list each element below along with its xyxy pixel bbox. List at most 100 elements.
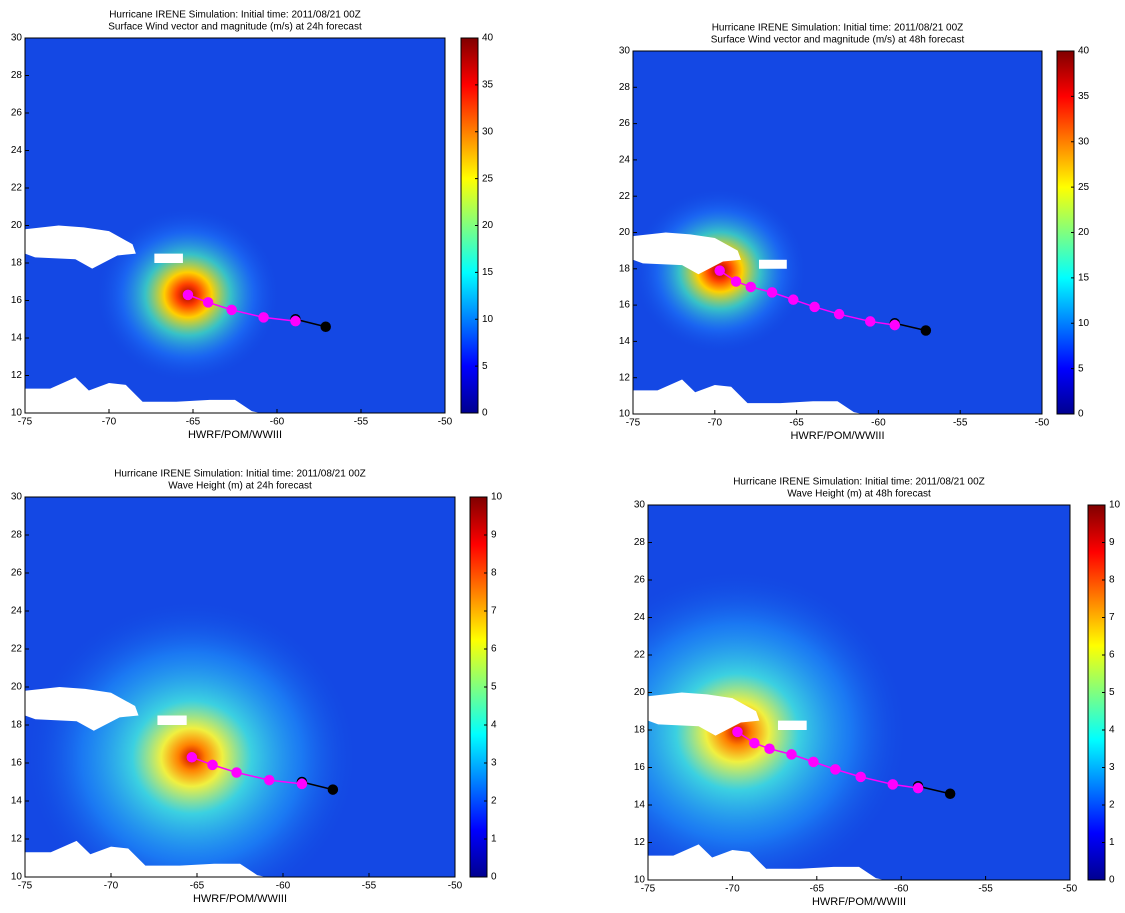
- field: [633, 51, 1042, 414]
- y-tick-label: 24: [634, 612, 646, 623]
- colorbar-tick-label: 10: [482, 314, 494, 325]
- track-point: [732, 726, 743, 738]
- track-point: [320, 321, 331, 332]
- colorbar-tick-label: 7: [491, 606, 497, 617]
- colorbar-tick-label: 8: [1109, 575, 1115, 586]
- land: [777, 720, 807, 730]
- x-tick-label: -50: [1035, 418, 1050, 429]
- track-point: [290, 315, 301, 327]
- x-tick-label: -60: [871, 418, 886, 429]
- land: [633, 379, 863, 414]
- y-tick-label: 26: [619, 118, 631, 129]
- y-tick-label: 10: [11, 872, 23, 883]
- land: [25, 687, 139, 731]
- colorbar-tick-label: 9: [491, 530, 497, 541]
- colorbar-tick-label: 30: [1078, 136, 1090, 147]
- panel-title: Hurricane IRENE Simulation: Initial time…: [109, 10, 361, 21]
- y-tick-label: 28: [11, 70, 23, 81]
- y-tick-label: 26: [11, 568, 23, 579]
- panel: Hurricane IRENE Simulation: Initial time…: [634, 477, 1121, 908]
- track-point: [766, 287, 778, 298]
- x-tick-label: -65: [190, 881, 205, 892]
- y-tick-label: 16: [619, 300, 631, 311]
- track-point: [833, 308, 845, 320]
- track-point: [207, 759, 218, 771]
- x-tick-label: -50: [448, 881, 463, 892]
- colorbar-tick-label: 6: [491, 644, 497, 655]
- x-tick-label: -75: [641, 884, 656, 895]
- panel-title: Hurricane IRENE Simulation: Initial time…: [712, 23, 964, 34]
- land: [154, 253, 183, 263]
- panel: Hurricane IRENE Simulation: Initial time…: [619, 23, 1090, 442]
- panel-subtitle: Surface Wind vector and magnitude (m/s) …: [711, 35, 965, 46]
- y-tick-label: 12: [11, 370, 23, 381]
- y-tick-label: 10: [634, 875, 646, 886]
- y-tick-label: 16: [11, 295, 23, 306]
- y-tick-label: 22: [634, 650, 646, 661]
- colorbar-tick-label: 5: [482, 361, 488, 372]
- land: [758, 259, 787, 269]
- y-tick-label: 18: [634, 725, 646, 736]
- colorbar-tick-label: 0: [491, 872, 497, 883]
- panel: Hurricane IRENE Simulation: Initial time…: [11, 469, 503, 905]
- track-point: [231, 767, 242, 778]
- land: [648, 844, 885, 880]
- y-tick-label: 14: [11, 333, 23, 344]
- y-tick-label: 16: [634, 762, 646, 773]
- colorbar-tick-label: 0: [1109, 875, 1115, 886]
- x-tick-label: -75: [626, 418, 641, 429]
- panel-title: Hurricane IRENE Simulation: Initial time…: [733, 477, 985, 488]
- x-tick-label: -55: [362, 881, 377, 892]
- track-point: [745, 281, 757, 293]
- colorbar-tick-label: 5: [1109, 687, 1115, 698]
- land: [157, 715, 187, 725]
- y-tick-label: 20: [634, 687, 646, 698]
- colorbar-tick-label: 3: [491, 758, 497, 769]
- track-point: [186, 752, 198, 763]
- track-point: [864, 316, 876, 327]
- field: [25, 497, 455, 877]
- x-axis-label: HWRF/POM/WWIII: [188, 429, 282, 441]
- x-tick-label: -60: [270, 417, 285, 428]
- colorbar-tick-label: 10: [491, 492, 503, 503]
- y-tick-label: 22: [11, 644, 23, 655]
- y-tick-label: 24: [11, 606, 23, 617]
- y-tick-label: 22: [619, 191, 631, 202]
- track-point: [730, 276, 742, 287]
- y-tick-label: 26: [634, 575, 646, 586]
- y-tick-label: 18: [11, 258, 23, 269]
- track-line: [917, 785, 951, 795]
- field: [648, 505, 1070, 880]
- x-tick-label: -55: [978, 884, 993, 895]
- x-tick-label: -70: [104, 881, 119, 892]
- x-tick-label: -50: [438, 417, 453, 428]
- x-axis-label: HWRF/POM/WWIII: [193, 893, 287, 905]
- land: [25, 225, 136, 269]
- y-tick-label: 12: [11, 834, 23, 845]
- y-tick-label: 12: [634, 837, 646, 848]
- y-tick-label: 28: [619, 82, 631, 93]
- storm-field: [25, 595, 362, 877]
- colorbar-tick-label: 8: [491, 568, 497, 579]
- track-point: [920, 325, 932, 336]
- x-tick-label: -60: [276, 881, 291, 892]
- colorbar-tick-label: 10: [1109, 500, 1121, 511]
- colorbar-tick-label: 35: [482, 80, 494, 91]
- y-tick-label: 18: [11, 720, 23, 731]
- y-tick-label: 14: [11, 796, 23, 807]
- track-point: [258, 312, 269, 323]
- colorbar-tick-label: 10: [1078, 318, 1090, 329]
- y-tick-label: 26: [11, 108, 23, 119]
- track-point: [296, 778, 308, 790]
- y-tick-label: 10: [619, 409, 631, 420]
- x-tick-label: -65: [186, 417, 201, 428]
- colorbar-tick-label: 25: [482, 173, 494, 184]
- colorbar-tick-label: 30: [482, 126, 494, 137]
- y-tick-label: 18: [619, 263, 631, 274]
- colorbar-tick-label: 0: [1078, 409, 1084, 420]
- x-axis-label: HWRF/POM/WWIII: [790, 430, 884, 442]
- x-tick-label: -55: [953, 418, 968, 429]
- colorbar-tick-label: 9: [1109, 537, 1115, 548]
- track-point: [263, 774, 275, 786]
